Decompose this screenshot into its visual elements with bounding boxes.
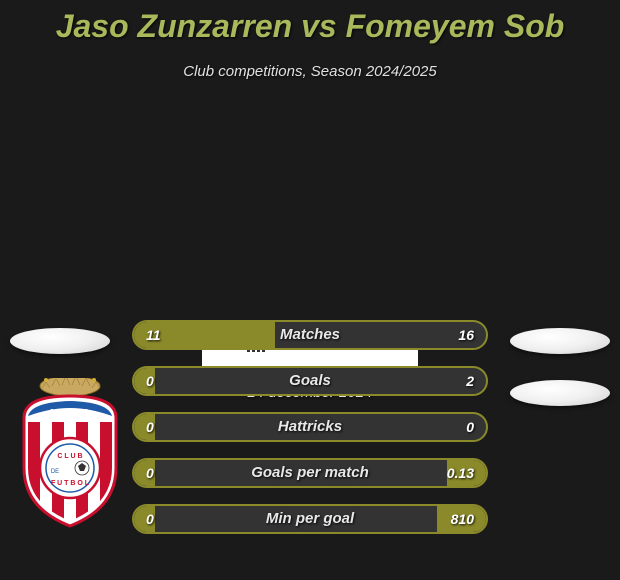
svg-text:MURCIA: MURCIA	[50, 408, 90, 419]
stat-row: 1116Matches	[132, 320, 488, 350]
player-right-logo-placeholder-1	[510, 328, 610, 354]
player-left-logo-placeholder	[10, 328, 110, 354]
stat-label: Hattricks	[134, 414, 486, 440]
stat-row: 02Goals	[132, 366, 488, 396]
stat-label: Min per goal	[134, 506, 486, 532]
stat-label: Matches	[134, 322, 486, 348]
stat-label: Goals per match	[134, 460, 486, 486]
player-right-logo-placeholder-2	[510, 380, 610, 406]
stat-bars: 1116Matches 02Goals 00Hattricks 00.13Goals …	[132, 320, 488, 550]
svg-text:DE: DE	[51, 469, 59, 475]
svg-text:C L U B: C L U B	[57, 453, 82, 460]
comparison-title: Jaso Zunzarren vs Fomeyem Sob	[0, 0, 620, 45]
stat-row: 00.13Goals per match	[132, 458, 488, 488]
stat-label: Goals	[134, 368, 486, 394]
main-content: MURCIA C L U B DE F U T B O L 1116Matche…	[0, 320, 620, 401]
svg-text:F U T B O L: F U T B O L	[51, 480, 90, 487]
stat-row: 00Hattricks	[132, 412, 488, 442]
stat-row: 0810Min per goal	[132, 504, 488, 534]
club-crest: MURCIA C L U B DE F U T B O L	[20, 378, 120, 528]
comparison-subtitle: Club competitions, Season 2024/2025	[0, 63, 620, 80]
